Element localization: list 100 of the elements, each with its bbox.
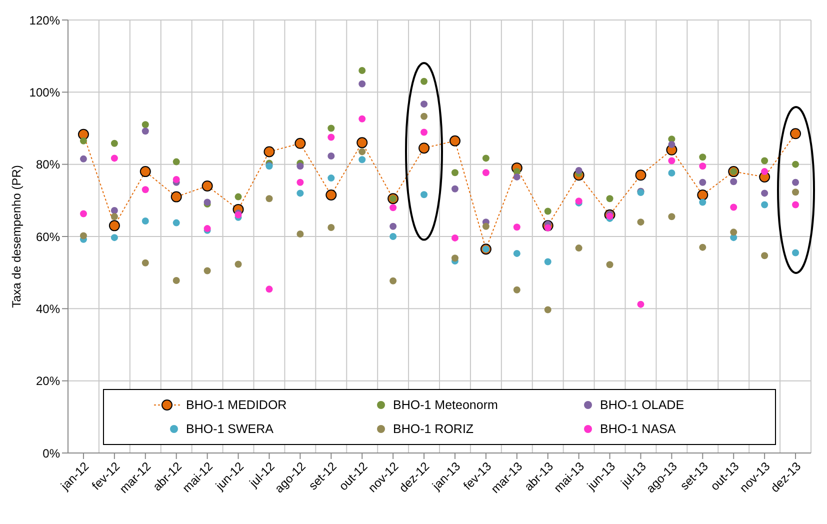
- point: [606, 195, 614, 202]
- point: [637, 300, 644, 308]
- point: [170, 191, 182, 202]
- y-tick-label: 0%: [42, 446, 60, 460]
- point: [110, 234, 118, 242]
- point: [80, 155, 87, 162]
- point: [142, 259, 149, 266]
- point: [328, 152, 335, 160]
- point: [635, 170, 646, 181]
- point: [513, 173, 520, 180]
- point: [451, 254, 458, 262]
- point: [390, 204, 397, 212]
- point: [328, 174, 335, 182]
- legend-label: BHO-1 MEDIDOR: [186, 398, 287, 412]
- point: [172, 176, 180, 183]
- point: [575, 244, 582, 252]
- point: [420, 112, 428, 120]
- legend-label: BHO-1 Meteonorm: [393, 398, 498, 412]
- point: [390, 277, 397, 284]
- point: [80, 232, 87, 240]
- point: [792, 249, 800, 256]
- point: [730, 204, 738, 211]
- point: [792, 160, 800, 168]
- point: [761, 190, 768, 197]
- point: [668, 213, 676, 220]
- legend-label: BHO-1 NASA: [600, 422, 676, 436]
- point: [172, 158, 180, 166]
- point: [142, 217, 149, 224]
- point: [668, 140, 676, 148]
- point: [790, 128, 802, 140]
- point: [328, 224, 335, 231]
- point: [142, 121, 149, 128]
- point: [172, 219, 180, 226]
- point: [699, 198, 706, 206]
- point: [699, 178, 706, 186]
- point: [792, 178, 800, 186]
- point: [234, 193, 242, 200]
- point: [296, 190, 304, 197]
- point: [80, 210, 87, 218]
- y-tick-label: 20%: [36, 374, 60, 388]
- legend-label: BHO-1 OLADE: [600, 398, 684, 412]
- point: [418, 142, 430, 154]
- point: [326, 190, 337, 201]
- point: [328, 124, 335, 132]
- y-tick-label: 40%: [36, 302, 60, 316]
- point: [142, 128, 149, 135]
- point: [296, 178, 304, 186]
- point: [420, 78, 428, 85]
- point: [356, 137, 368, 148]
- point: [699, 162, 706, 170]
- point: [110, 213, 118, 220]
- point: [544, 208, 552, 215]
- point: [792, 201, 800, 208]
- point: [792, 188, 800, 196]
- legend-label: BHO-1 RORIZ: [393, 422, 474, 436]
- point: [513, 250, 520, 257]
- point: [142, 186, 149, 194]
- point: [294, 138, 306, 149]
- point: [420, 128, 428, 136]
- point: [451, 185, 458, 192]
- point: [637, 218, 644, 226]
- point: [544, 258, 552, 266]
- point: [761, 157, 768, 164]
- point: [420, 191, 428, 198]
- point: [110, 140, 118, 147]
- point: [761, 201, 768, 208]
- point: [204, 267, 211, 274]
- point: [358, 80, 366, 88]
- legend-label: BHO-1 SWERA: [186, 422, 274, 436]
- point: [699, 244, 706, 251]
- point: [390, 222, 397, 230]
- point: [606, 261, 614, 268]
- point: [110, 154, 118, 162]
- point: [108, 220, 120, 232]
- point: [358, 156, 366, 164]
- point: [358, 67, 366, 74]
- point: [80, 137, 87, 144]
- y-tick-label: 60%: [36, 230, 60, 244]
- point: [513, 286, 520, 294]
- point: [482, 222, 490, 230]
- point: [730, 178, 738, 186]
- point: [266, 195, 273, 202]
- point: [699, 154, 706, 161]
- point: [451, 169, 458, 176]
- point: [264, 146, 275, 158]
- point: [358, 148, 366, 156]
- point: [358, 115, 366, 122]
- point: [544, 306, 552, 314]
- point: [451, 234, 458, 242]
- point: [697, 190, 708, 201]
- y-tick-label: 80%: [36, 158, 60, 172]
- point: [390, 233, 397, 240]
- point: [449, 135, 460, 146]
- point: [78, 128, 89, 140]
- point: [730, 228, 738, 236]
- point: [668, 169, 676, 176]
- point: [575, 166, 582, 174]
- point: [328, 134, 335, 141]
- point: [761, 252, 768, 260]
- point: [513, 224, 520, 231]
